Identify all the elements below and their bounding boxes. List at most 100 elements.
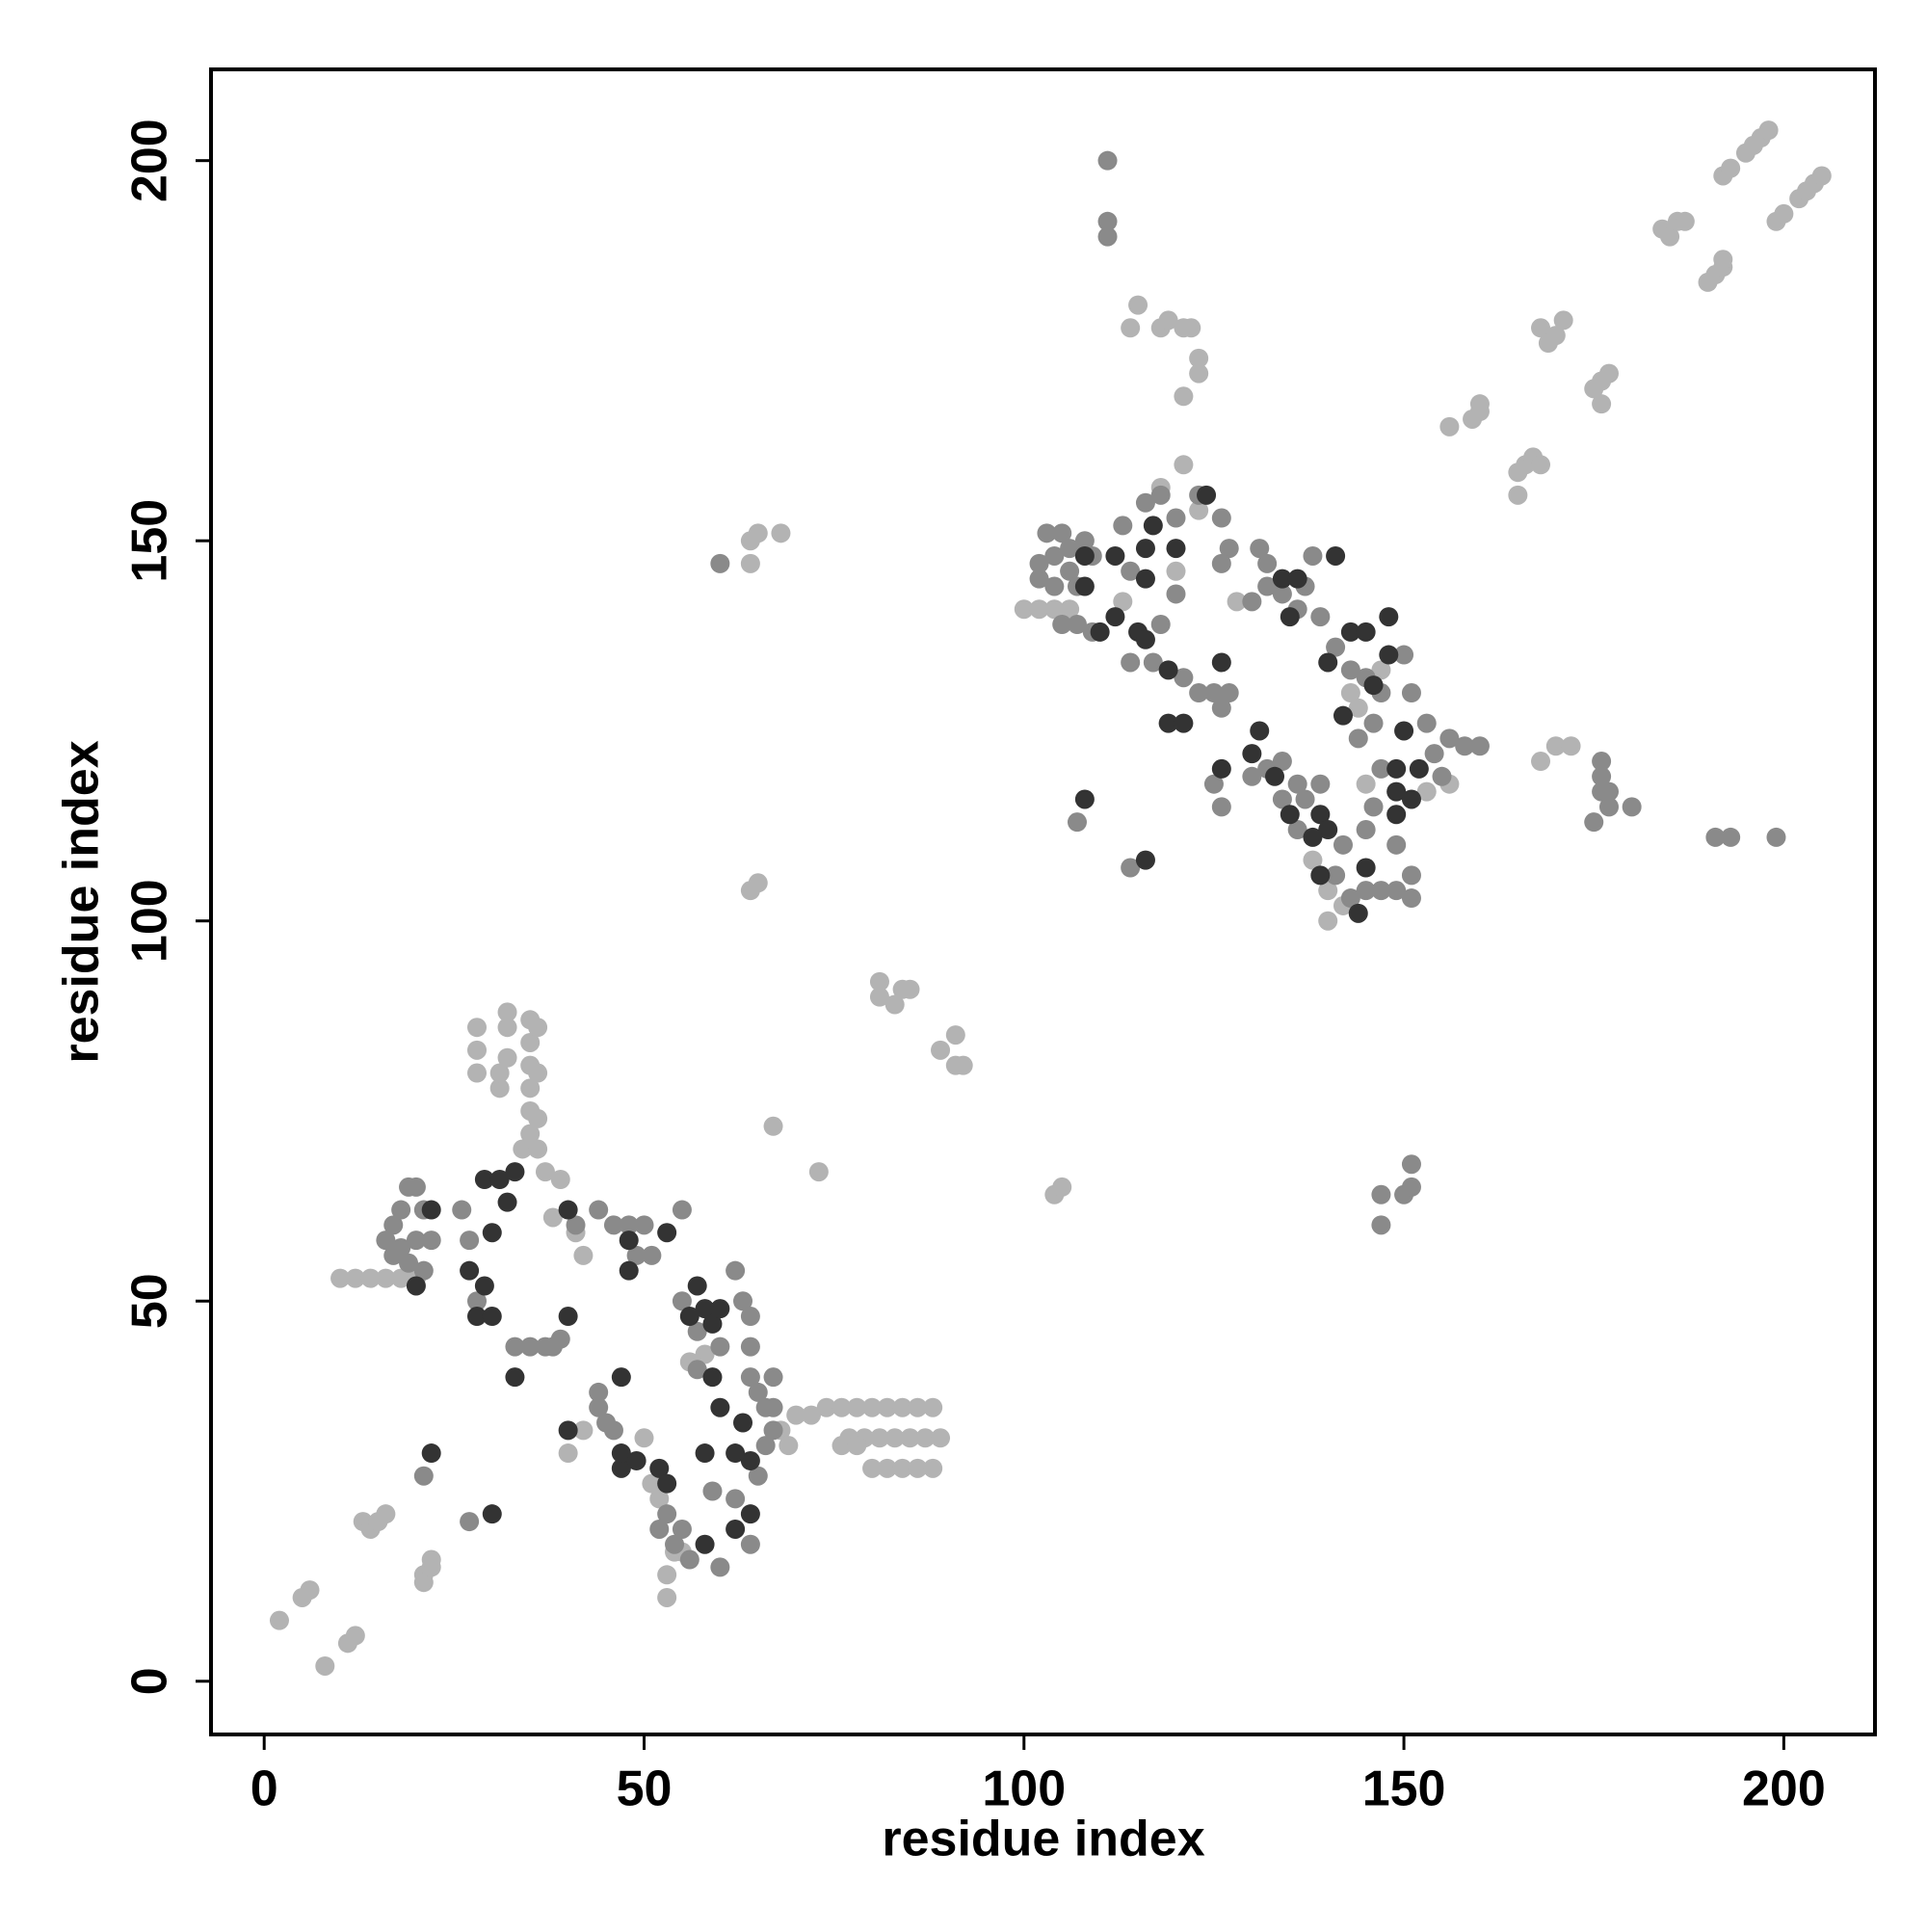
point	[1713, 250, 1733, 270]
point	[642, 1245, 662, 1265]
point	[399, 1253, 419, 1273]
point	[1721, 158, 1741, 178]
point	[1211, 698, 1231, 718]
point	[1348, 728, 1368, 749]
point	[1774, 203, 1794, 224]
point	[726, 1260, 746, 1281]
point	[1545, 736, 1566, 756]
point	[1592, 752, 1612, 772]
point	[1174, 713, 1194, 733]
point	[505, 1162, 525, 1182]
point	[695, 1299, 715, 1319]
point	[1371, 881, 1391, 901]
point	[1531, 318, 1551, 338]
point	[1189, 500, 1209, 520]
point	[1584, 812, 1604, 833]
point	[1310, 774, 1331, 794]
point	[413, 1466, 434, 1486]
point	[702, 1313, 723, 1334]
point	[931, 1428, 951, 1448]
point	[1067, 812, 1087, 833]
point	[406, 1276, 426, 1296]
point	[1811, 166, 1832, 186]
point	[1242, 744, 1262, 764]
point	[1340, 683, 1360, 703]
point	[748, 1466, 768, 1486]
point	[1469, 394, 1490, 414]
point	[1174, 668, 1194, 688]
point	[589, 1200, 609, 1220]
point	[1303, 850, 1323, 870]
point	[489, 1063, 510, 1083]
point	[1113, 592, 1133, 612]
point	[702, 1481, 723, 1501]
point	[1401, 888, 1421, 909]
point	[726, 1519, 746, 1539]
point	[1181, 318, 1201, 338]
point	[467, 1291, 488, 1311]
point	[376, 1231, 396, 1251]
point	[1386, 758, 1407, 779]
point	[482, 1223, 502, 1243]
point	[467, 1063, 488, 1083]
point	[1386, 781, 1407, 802]
plot-frame	[209, 67, 1877, 1736]
point	[573, 1420, 594, 1441]
point	[1265, 766, 1285, 786]
point	[1272, 584, 1292, 604]
point	[1211, 508, 1231, 528]
point	[1553, 310, 1573, 331]
point	[1044, 576, 1065, 596]
point	[1356, 820, 1376, 840]
point	[626, 1245, 647, 1265]
point	[1135, 850, 1155, 870]
point	[1394, 721, 1414, 741]
point	[535, 1162, 555, 1182]
point	[626, 1450, 647, 1470]
point	[1166, 508, 1186, 528]
point	[1250, 539, 1270, 559]
point	[269, 1610, 289, 1630]
point	[900, 979, 920, 999]
point	[542, 1207, 563, 1228]
point	[1333, 834, 1353, 855]
point	[1531, 455, 1551, 475]
point	[497, 1018, 517, 1038]
point	[862, 1397, 883, 1417]
point	[710, 1337, 730, 1357]
point	[1363, 797, 1384, 817]
point	[1029, 553, 1049, 573]
point	[816, 1397, 836, 1417]
point	[1326, 545, 1346, 566]
point	[923, 1458, 943, 1478]
point	[649, 1458, 670, 1478]
point	[740, 1307, 760, 1327]
point	[657, 1223, 677, 1243]
point	[460, 1231, 480, 1251]
point	[1598, 781, 1619, 802]
point	[1272, 789, 1292, 809]
point	[558, 1420, 578, 1441]
point	[1371, 758, 1391, 779]
point	[1416, 781, 1437, 802]
point	[1439, 728, 1460, 749]
point	[520, 1124, 541, 1144]
point	[1166, 561, 1186, 581]
x-tick-label: 0	[251, 1761, 278, 1817]
point	[657, 1587, 677, 1607]
y-axis-title: residue index	[54, 740, 110, 1063]
point	[1348, 903, 1368, 923]
point	[884, 1428, 905, 1448]
point	[634, 1428, 654, 1448]
point	[421, 1549, 441, 1570]
point	[413, 1260, 434, 1281]
point	[611, 1443, 631, 1464]
point	[695, 1443, 715, 1464]
point	[1310, 607, 1331, 627]
point	[1386, 805, 1407, 825]
point	[497, 1047, 517, 1068]
point	[1356, 881, 1376, 901]
point	[1356, 774, 1376, 794]
point	[520, 1032, 541, 1052]
point	[383, 1215, 404, 1235]
